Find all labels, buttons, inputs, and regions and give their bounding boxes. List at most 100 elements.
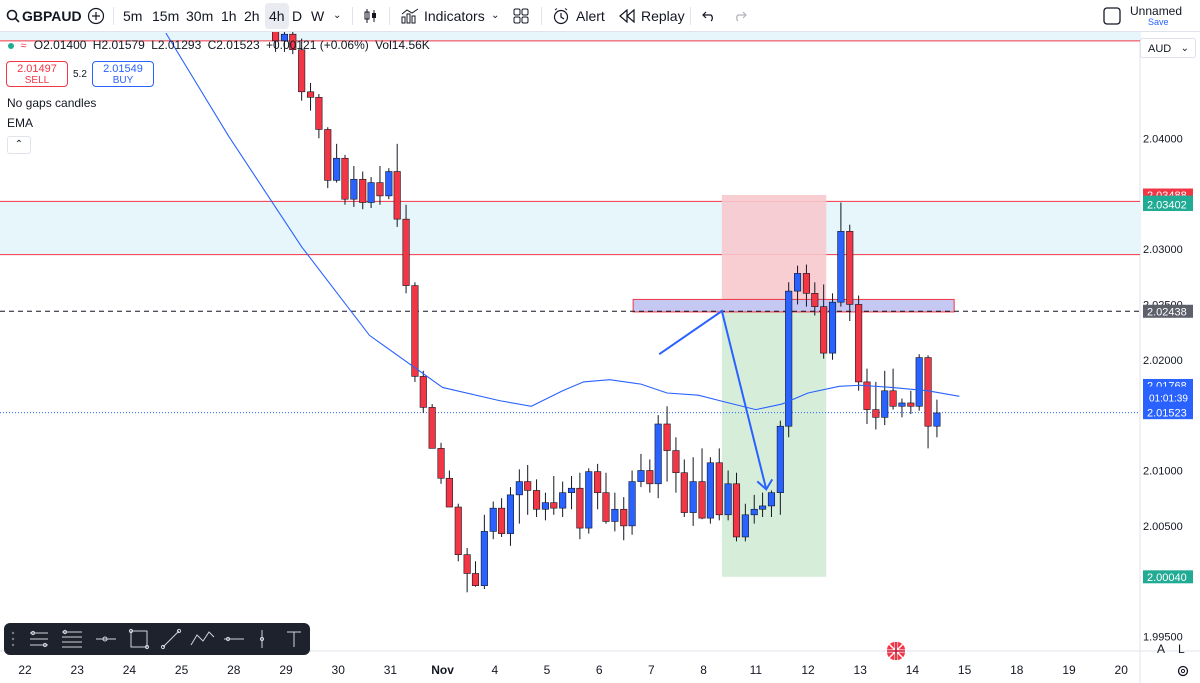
- interval-5m[interactable]: 5m: [123, 8, 143, 24]
- candle-75: [924, 355, 932, 449]
- symbol-status-dot-icon: [8, 43, 14, 49]
- y-tick-label: 2.01000: [1143, 466, 1183, 478]
- toolbar-divider: [113, 7, 114, 25]
- horizontal-ray-icon[interactable]: [96, 636, 116, 642]
- candle-body: [376, 182, 384, 197]
- alert-button[interactable]: Alert: [576, 8, 605, 24]
- candle-body: [872, 409, 880, 418]
- candle-24: [480, 514, 488, 589]
- candle-body: [881, 390, 889, 418]
- redo-icon[interactable]: [733, 0, 747, 32]
- alert-clock-icon[interactable]: [552, 0, 570, 32]
- sell-button[interactable]: 2.01497 SELL: [6, 61, 68, 87]
- last-price-label-text: 2.01523: [1147, 408, 1187, 420]
- x-tick-label: Nov: [431, 663, 454, 677]
- indicator-ema[interactable]: EMA: [7, 116, 34, 130]
- collapse-legend-chevron-up-icon[interactable]: ⌃: [7, 136, 31, 154]
- candle-8: [341, 154, 349, 205]
- candle-23: [471, 561, 480, 587]
- candle-1: [280, 32, 288, 52]
- spread-value: 5.2: [73, 69, 87, 80]
- compare-plus-icon[interactable]: [87, 0, 105, 32]
- interval-1h[interactable]: 1h: [221, 8, 237, 24]
- candle-14: [393, 143, 401, 227]
- candle-body: [837, 231, 845, 303]
- y-tick-label: 2.03000: [1143, 244, 1183, 256]
- symbol-wave-icon: ≈: [20, 40, 27, 52]
- candle-7: [333, 143, 341, 183]
- candle-29: [524, 464, 532, 515]
- text-tool-icon[interactable]: [287, 631, 301, 647]
- candle-body: [750, 508, 758, 516]
- drawing-toolbar: [4, 623, 310, 655]
- path-tool-icon[interactable]: [190, 631, 215, 646]
- price-chart[interactable]: 1.995002.005002.010002.020002.025002.030…: [0, 32, 1200, 683]
- undo-icon[interactable]: [702, 0, 716, 32]
- candles-type-icon[interactable]: [363, 0, 379, 32]
- candle-42: [637, 453, 645, 488]
- candle-5: [315, 94, 323, 139]
- buy-price: 2.01549: [103, 63, 143, 75]
- candle-body: [811, 293, 819, 307]
- countdown-text: 01:01:39: [1149, 394, 1188, 405]
- layout-name[interactable]: Unnamed: [1130, 4, 1183, 18]
- candle-33: [559, 481, 567, 518]
- candle-body: [706, 462, 714, 519]
- candle-13: [385, 168, 393, 200]
- interval-2h[interactable]: 2h: [244, 8, 260, 24]
- symbol-search-icon[interactable]: [6, 0, 20, 32]
- settings-gear-icon[interactable]: [1176, 664, 1190, 683]
- uk-flag-event-icon[interactable]: [886, 641, 906, 661]
- save-status[interactable]: Save: [1148, 17, 1169, 27]
- candle-body: [611, 508, 619, 522]
- interval-30m[interactable]: 30m: [186, 8, 214, 24]
- drawbar-handle-icon[interactable]: [11, 631, 15, 647]
- x-tick-label: 18: [1010, 663, 1024, 677]
- parallel-channel-icon[interactable]: [30, 630, 48, 648]
- buy-button[interactable]: 2.01549 BUY: [92, 61, 154, 87]
- replay-button[interactable]: Replay: [641, 8, 685, 24]
- candle-body: [794, 273, 802, 292]
- price-label-text: 2.03402: [1147, 200, 1187, 212]
- candle-4: [306, 82, 315, 111]
- candle-21: [454, 503, 462, 562]
- candle-body: [802, 273, 810, 294]
- y-tick-label: 2.04000: [1143, 133, 1183, 145]
- candle-body: [646, 470, 654, 485]
- x-tick-label: 23: [71, 663, 85, 677]
- interval-15m[interactable]: 15m: [152, 8, 180, 24]
- replay-rewind-icon[interactable]: [619, 0, 635, 32]
- candle-43: [646, 459, 654, 493]
- indicators-icon[interactable]: [401, 0, 419, 32]
- candle-body: [419, 376, 427, 408]
- candle-66: [846, 224, 854, 322]
- candle-26: [498, 498, 506, 537]
- fib-retracement-icon[interactable]: [62, 629, 82, 648]
- price-label-6: 2.00040: [1143, 570, 1193, 584]
- y-tick-label: 1.99500: [1143, 632, 1183, 644]
- candle-body: [550, 502, 558, 509]
- candle-52: [724, 470, 732, 521]
- layout-checkbox-icon[interactable]: [1103, 0, 1121, 32]
- indicator-no-gaps-candles[interactable]: No gaps candles: [7, 96, 97, 110]
- candle-54: [741, 503, 749, 542]
- trend-line-icon[interactable]: [160, 628, 182, 650]
- interval-d[interactable]: D: [292, 8, 303, 24]
- legend-high: H2.01579: [92, 38, 145, 52]
- candle-72: [898, 398, 906, 418]
- interval-chevron-down-icon[interactable]: ⌄: [333, 10, 342, 21]
- symbol-name[interactable]: GBPAUD: [22, 8, 82, 24]
- currency-selector[interactable]: AUD ⌄: [1140, 38, 1196, 58]
- interval-w[interactable]: W: [311, 8, 325, 24]
- auto-scale-toggle[interactable]: A: [1157, 642, 1166, 656]
- log-scale-toggle[interactable]: L: [1178, 642, 1185, 656]
- horizontal-line-icon[interactable]: [224, 636, 244, 642]
- vertical-line-icon[interactable]: [259, 630, 265, 648]
- interval-4h-active[interactable]: 4h: [265, 3, 289, 29]
- rectangle-icon[interactable]: [128, 628, 150, 650]
- support-zone: [0, 201, 1140, 255]
- layout-grid-icon[interactable]: [513, 0, 529, 32]
- indicators-button[interactable]: Indicators: [424, 8, 485, 24]
- indicators-chevron-down-icon[interactable]: ⌄: [491, 10, 500, 21]
- candle-body: [576, 487, 584, 529]
